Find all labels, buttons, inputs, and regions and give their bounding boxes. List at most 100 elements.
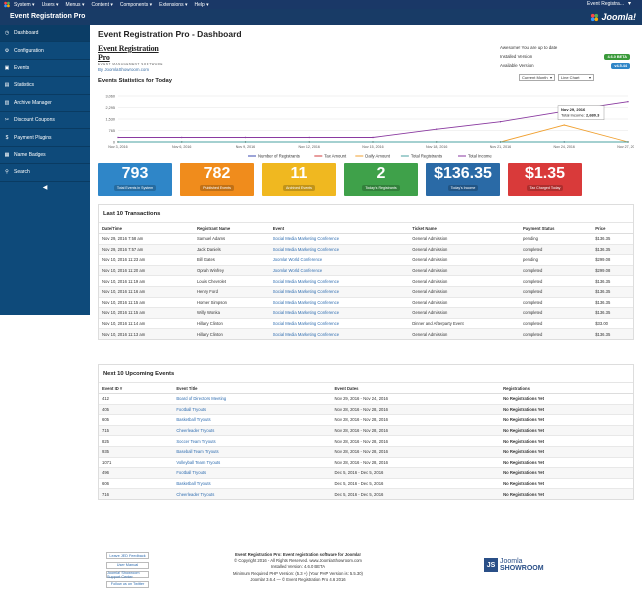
event-link[interactable]: Joomla! World Conference <box>272 257 323 263</box>
column-header-date-time: Date/Time <box>99 223 194 234</box>
cell-date-time: Nov 29, 2016 7:58 am <box>99 233 194 245</box>
footer-button-joomla-showroom-support-center[interactable]: Joomla! Showroom Support Center <box>106 571 149 579</box>
column-header-ticket-name: Ticket Name <box>409 223 521 234</box>
cell-event-title[interactable]: Basketball Tryouts <box>173 477 332 489</box>
y-tick-label: 765 <box>109 129 115 133</box>
footer: Leave JED Feedback User Manual Joomla! Sho… <box>98 552 634 596</box>
legend-label-total-income[interactable]: Total Income <box>468 154 492 159</box>
event-link[interactable]: Social Media Marketing Conference <box>272 236 340 242</box>
sidebar-item-statistics[interactable]: ▤ Statistics <box>0 77 90 95</box>
cell-event-dates: Dec 5, 2016 - Dec 5, 2016 <box>331 477 501 489</box>
menu-components[interactable]: Components ▾ <box>119 1 153 8</box>
cell-event[interactable]: Social Media Marketing Conference <box>269 307 410 319</box>
byline-link[interactable]: By JoomlaShowroom.com <box>98 67 149 72</box>
event-link[interactable]: Football Tryouts <box>176 406 207 412</box>
y-tick-label: 3,060 <box>105 95 115 99</box>
event-link[interactable]: Social Media Marketing Conference <box>272 289 340 295</box>
y-tick-label: 1,530 <box>105 118 115 122</box>
sidebar-item-search[interactable]: ⚲ Search <box>0 164 90 182</box>
footer-button-follow-us-on-twitter[interactable]: Follow us on Twitter <box>106 580 149 588</box>
collapse-menu-icon[interactable]: ◀ <box>42 185 48 192</box>
legend-label-daily-amount[interactable]: Daily Amount <box>365 154 391 159</box>
event-link[interactable]: Social Media Marketing Conference <box>272 246 340 252</box>
cell-event-title[interactable]: Volleyball Team Tryouts <box>173 456 332 468</box>
event-link[interactable]: Joomla! World Conference <box>272 268 323 274</box>
event-link[interactable]: Basketball Tryouts <box>176 417 211 423</box>
cell-event-title[interactable]: Cheerleader Tryouts <box>173 424 332 436</box>
joomla-icon[interactable] <box>3 1 11 8</box>
cell-event[interactable]: Social Media Marketing Conference <box>269 328 410 340</box>
cell-event-title[interactable]: Basketball Tryouts <box>173 414 332 426</box>
sidebar-item-discount-coupons[interactable]: ✂ Discount Coupons <box>0 112 90 130</box>
footer-button-user-manual[interactable]: User Manual <box>106 561 149 569</box>
event-link[interactable]: Football Tryouts <box>176 470 207 476</box>
column-header-event-dates: Event Dates <box>331 383 501 394</box>
range-select[interactable]: Current Month ▾ <box>519 74 555 81</box>
cell-event[interactable]: Joomla! World Conference <box>269 254 410 266</box>
event-link[interactable]: Board of Directors Meeting <box>176 396 227 402</box>
cell-price: $136.35 <box>592 285 633 298</box>
cell-event[interactable]: Social Media Marketing Conference <box>269 285 410 298</box>
stats-title: Events Statistics for Today <box>98 78 172 84</box>
cell-date-time: Nov 10, 2016 11:15 am <box>99 296 194 308</box>
legend-label-total-registrants[interactable]: Total Registrants <box>411 154 442 159</box>
cell-event-id: 825 <box>99 435 174 447</box>
cell-price: $136.35 <box>592 328 633 340</box>
cell-event-dates: Nov 28, 2016 - Nov 28, 2016 <box>331 424 501 436</box>
menu-menus[interactable]: Menus ▾ <box>65 1 85 8</box>
cell-event[interactable]: Social Media Marketing Conference <box>269 233 410 245</box>
menu-help[interactable]: Help ▾ <box>194 1 209 8</box>
data-point <box>499 121 502 123</box>
event-link[interactable]: Social Media Marketing Conference <box>272 321 340 327</box>
sidebar-item-name-badges[interactable]: ▦ Name Badges <box>0 147 90 165</box>
sidebar: ◷ Dashboard ⚙ Configuration ▣ Events ▤ Statisti… <box>0 25 90 315</box>
brand-line1: Joomla <box>500 558 523 565</box>
cell-ticket-name: Dinner and Afterparty Event <box>409 317 521 329</box>
footer-button-leave-jed-feedback[interactable]: Leave JED Feedback <box>106 552 149 559</box>
event-link[interactable]: Volleyball Team Tryouts <box>176 459 221 465</box>
cell-event-title[interactable]: Cheerleader Tryouts <box>173 488 332 500</box>
data-point <box>117 136 119 139</box>
cell-event[interactable]: Social Media Marketing Conference <box>269 317 410 329</box>
event-link[interactable]: Baseball Team Tryouts <box>176 449 219 455</box>
legend-label-number-of-registrants[interactable]: Number of Registrants <box>258 154 300 159</box>
sidebar-item-archive-manager[interactable]: ▥ Archive Manager <box>0 95 90 112</box>
available-version-badge: v4.5.44 <box>611 62 630 69</box>
data-point <box>436 128 438 130</box>
menu-content[interactable]: Content ▾ <box>91 1 113 8</box>
event-link[interactable]: Social Media Marketing Conference <box>272 310 340 316</box>
event-link[interactable]: Social Media Marketing Conference <box>272 278 340 284</box>
legend-label-tax-amount[interactable]: Tax Amount <box>324 154 347 159</box>
cell-event-title[interactable]: Board of Directors Meeting <box>173 393 332 405</box>
x-tick-label: Nov 3, 2016 <box>108 145 127 149</box>
event-link[interactable]: Soccer Team Tryouts <box>176 438 216 444</box>
event-link[interactable]: Cheerleader Tryouts <box>176 428 215 434</box>
column-header-payment-status: Payment Status <box>520 223 593 234</box>
cell-event-title[interactable]: Football Tryouts <box>173 467 332 479</box>
sidebar-item-dashboard[interactable]: ◷ Dashboard <box>0 25 90 43</box>
event-link[interactable]: Social Media Marketing Conference <box>272 299 340 305</box>
stat-value: 782 <box>203 165 231 182</box>
table-row: Nov 10, 2016 11:20 am Oprah Winfrey Joomla… <box>99 264 633 276</box>
menu-extensions[interactable]: Extensions ▾ <box>159 1 188 8</box>
cell-event-title[interactable]: Baseball Team Tryouts <box>173 445 332 458</box>
cell-event[interactable]: Joomla! World Conference <box>269 264 410 276</box>
user-icon[interactable]: ▾ <box>628 1 632 7</box>
site-link[interactable]: Event Registra... <box>587 1 624 7</box>
event-link[interactable]: Cheerleader Tryouts <box>176 491 215 497</box>
sidebar-item-events[interactable]: ▣ Events <box>0 60 90 78</box>
menu-system[interactable]: System ▾ <box>14 1 35 8</box>
chart-type-select[interactable]: Line Chart ▾ <box>558 74 594 81</box>
cell-event-title[interactable]: Football Tryouts <box>173 403 332 415</box>
table-row: 715 Cheerleader Tryouts Nov 28, 2016 - Nov… <box>99 424 633 436</box>
event-link[interactable]: Basketball Tryouts <box>176 481 211 487</box>
cell-event[interactable]: Social Media Marketing Conference <box>269 296 410 308</box>
sidebar-item-payment-plugins[interactable]: $ Payment Plugins <box>0 129 90 147</box>
cell-event-title[interactable]: Soccer Team Tryouts <box>173 435 332 447</box>
cell-event[interactable]: Social Media Marketing Conference <box>269 243 410 255</box>
event-link[interactable]: Social Media Marketing Conference <box>272 331 340 337</box>
sidebar-item-configuration[interactable]: ⚙ Configuration <box>0 42 90 60</box>
cell-event[interactable]: Social Media Marketing Conference <box>269 275 410 287</box>
menu-users[interactable]: Users ▾ <box>41 1 59 8</box>
cell-payment-status: completed <box>520 285 593 298</box>
